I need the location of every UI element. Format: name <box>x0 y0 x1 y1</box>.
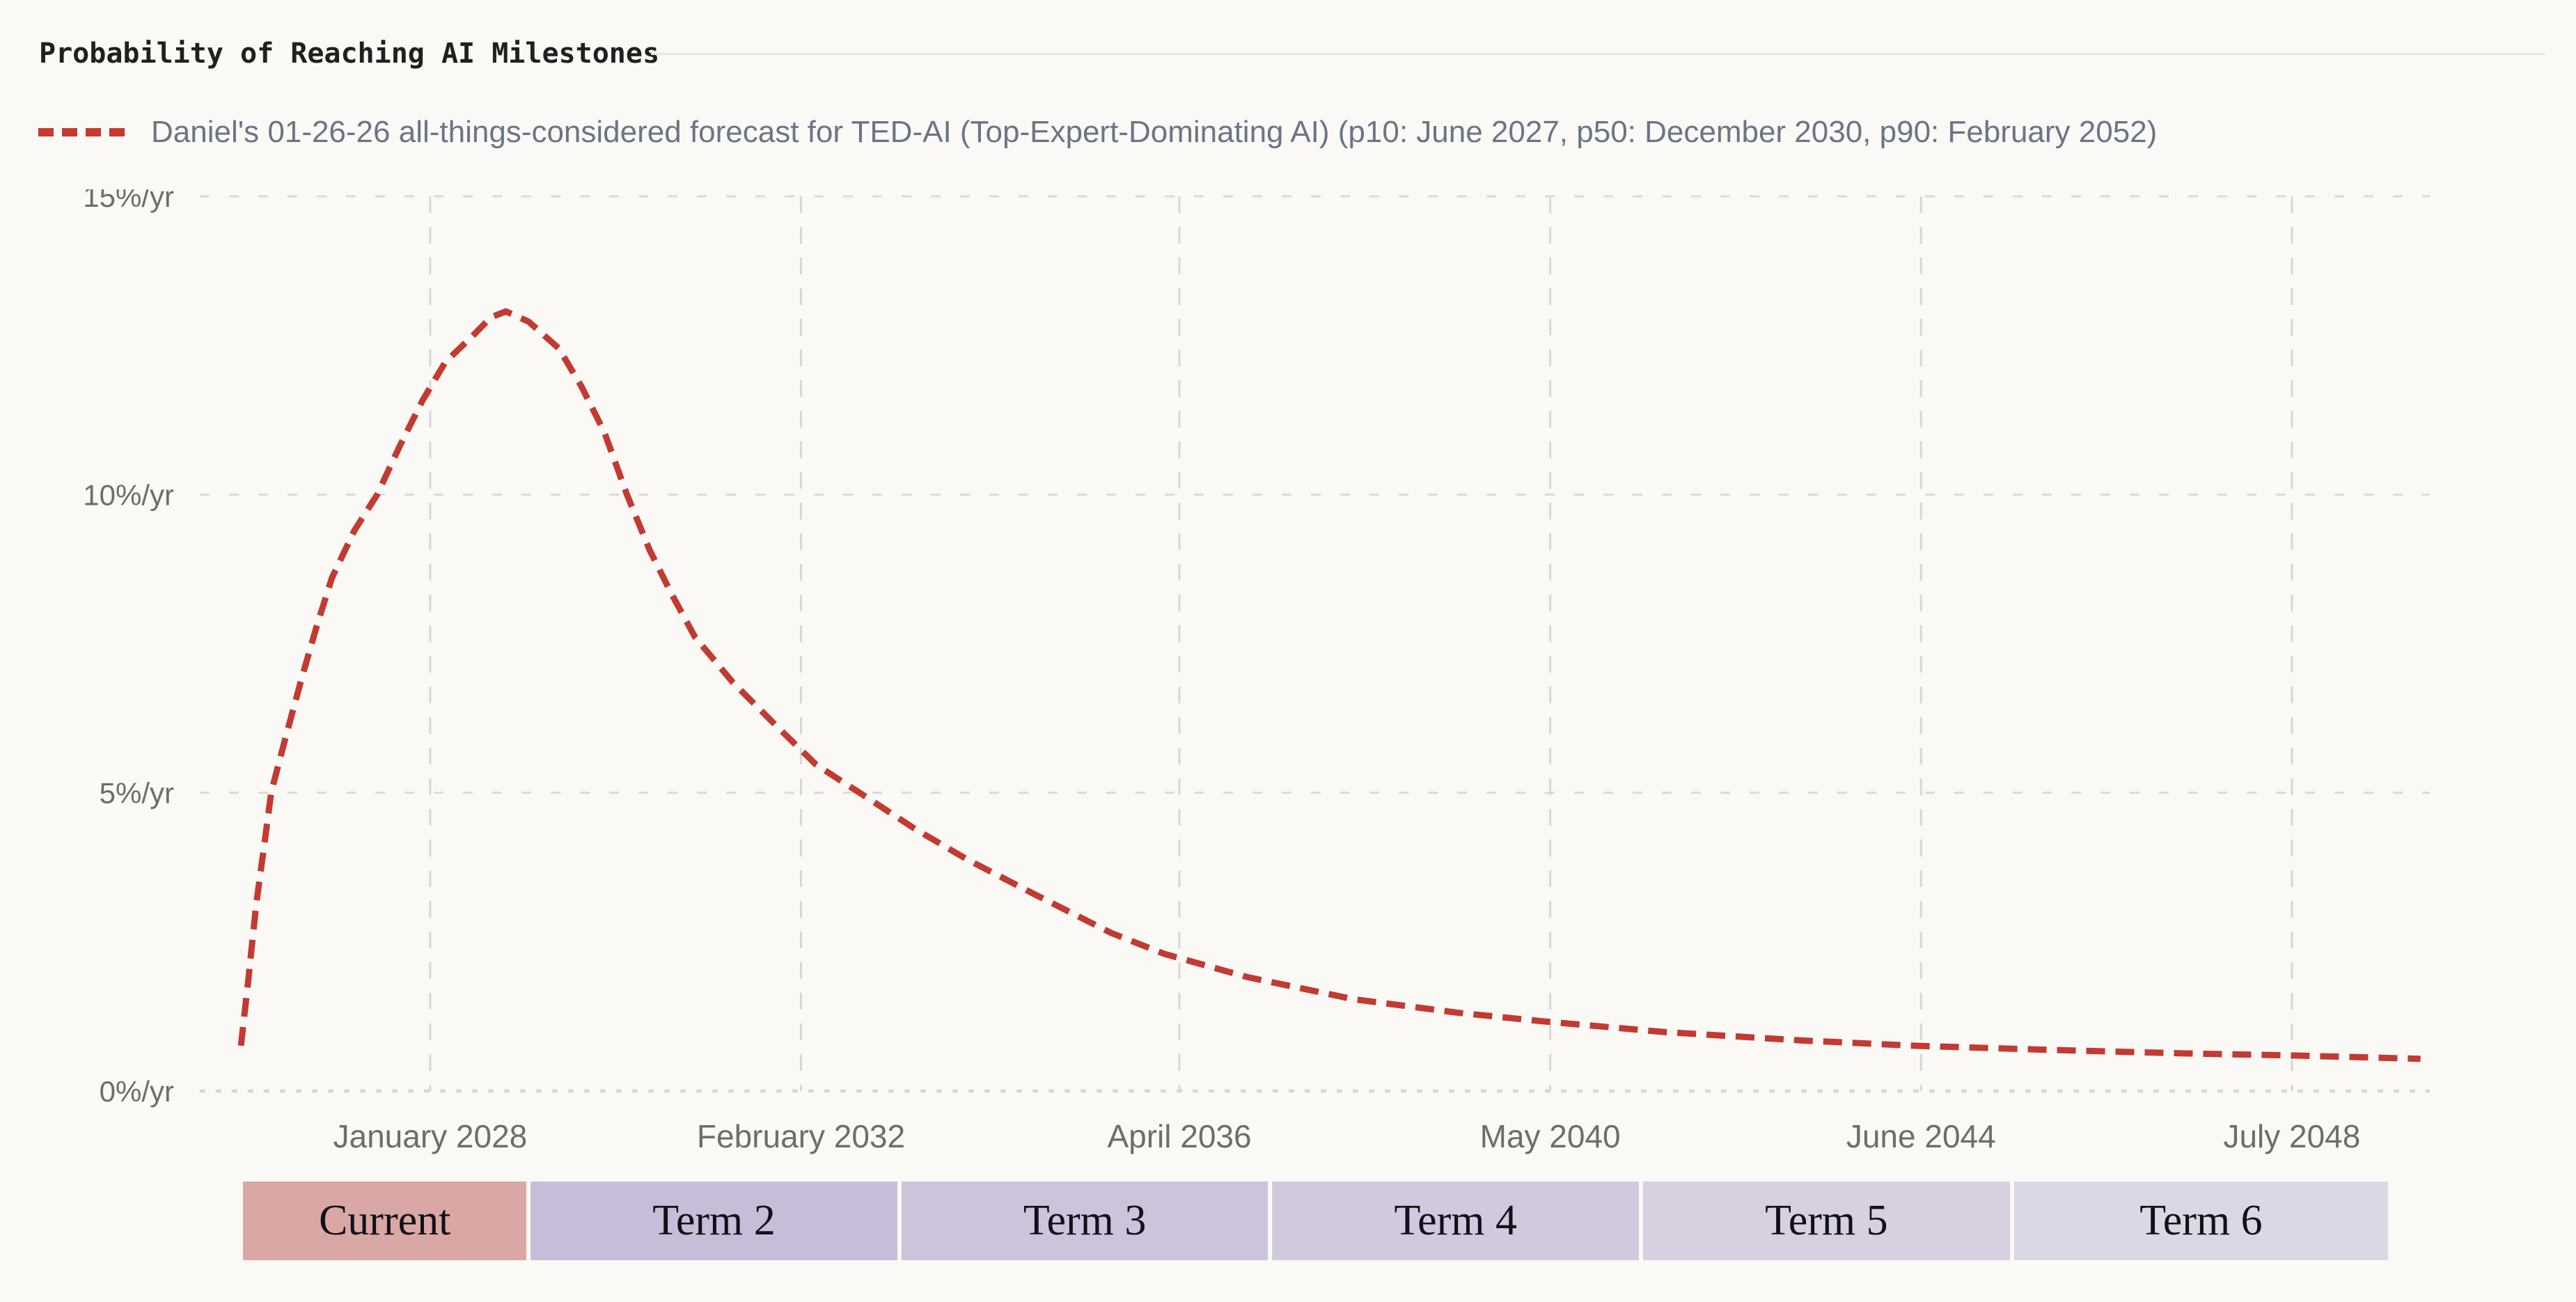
x-axis-tick-label: June 2044 <box>1846 1118 1996 1154</box>
term-bands: Current Term 2 Term 3 Term 4 Term 5 Term 6 <box>0 1182 2576 1260</box>
term-band: Term 2 <box>531 1182 897 1260</box>
title-divider <box>651 53 2545 55</box>
term-band: Term 6 <box>2013 1182 2389 1260</box>
x-axis-tick-label: July 2048 <box>2223 1118 2360 1154</box>
x-axis-tick-label: February 2032 <box>697 1118 905 1154</box>
y-axis-tick-label: 10%/yr <box>83 478 174 511</box>
term-band: Term 4 <box>1272 1182 1640 1260</box>
chart-svg: 0%/yr 5%/yr 10%/yr 15%/yr January 2028 Februa… <box>83 189 2430 1154</box>
legend-series-label: Daniel's 01-26-26 all-things-considered … <box>151 115 2158 149</box>
legend-dash-icon <box>38 128 129 136</box>
x-axis-tick-label: April 2036 <box>1107 1118 1251 1154</box>
legend-row[interactable]: Daniel's 01-26-26 all-things-considered … <box>38 111 2157 153</box>
y-axis-tick-label: 0%/yr <box>100 1075 174 1108</box>
x-axis-tick-label: January 2028 <box>333 1118 527 1154</box>
x-axis-tick-label: May 2040 <box>1480 1118 1621 1154</box>
forecast-curve <box>237 308 2421 1062</box>
page-title: Probability of Reaching AI Milestones <box>39 38 660 70</box>
term-band: Term 3 <box>901 1182 1269 1260</box>
term-band: Term 5 <box>1643 1182 2010 1260</box>
term-band: Current <box>243 1182 527 1260</box>
y-axis-tick-label: 15%/yr <box>83 189 174 213</box>
y-axis-tick-label: 5%/yr <box>100 777 174 810</box>
